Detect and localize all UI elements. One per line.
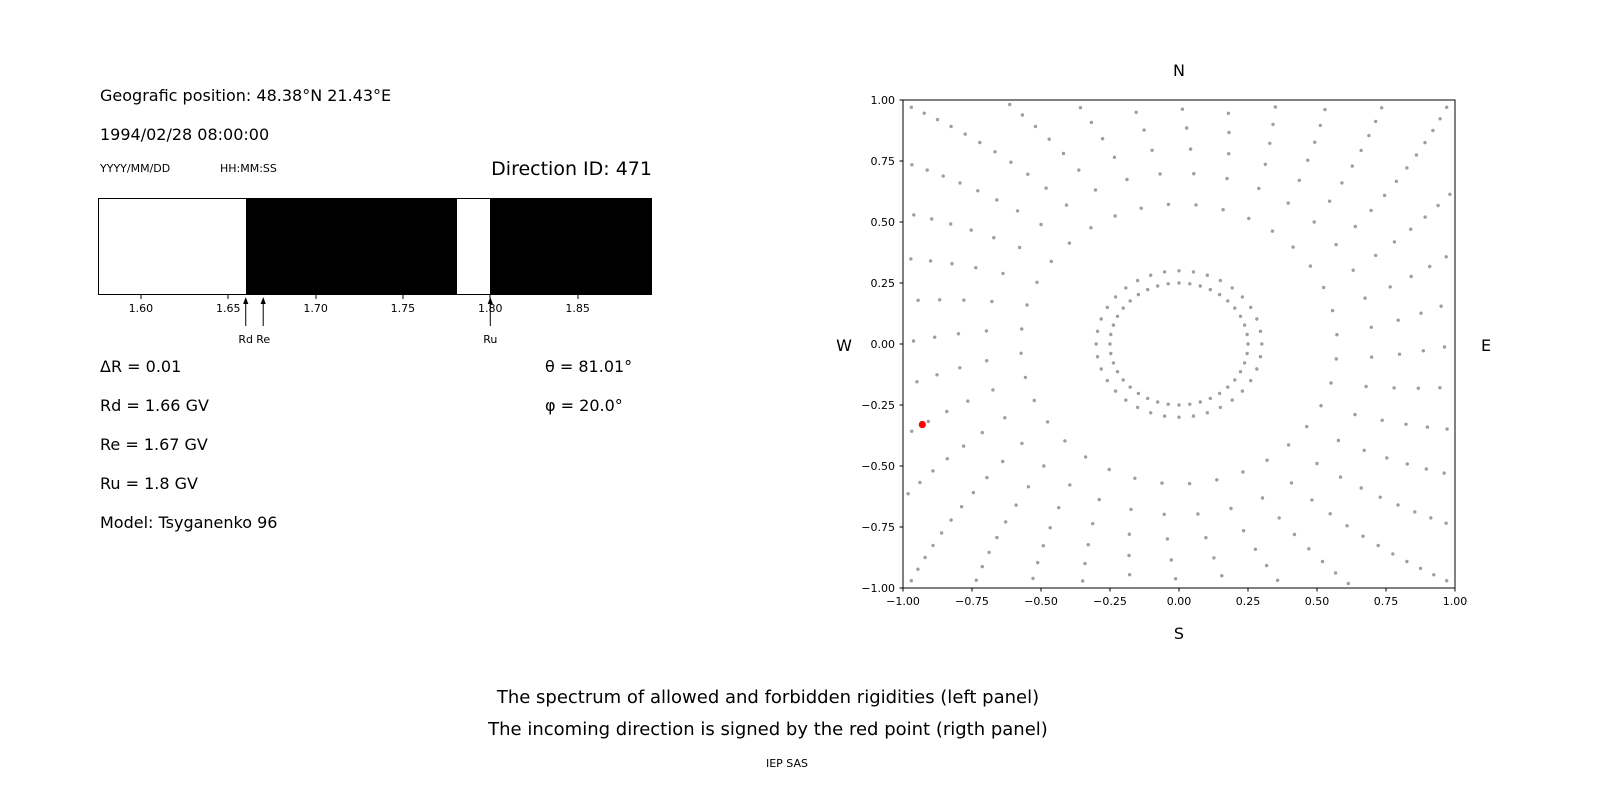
spectrum-x-tick-mark [315,295,317,299]
cardinal-west-label: W [836,336,852,355]
credit-label: IEP SAS [765,757,809,770]
geographic-position-label: Geografic position: 48.38°N 21.43°E [100,86,392,105]
x-tick-label: 1.00 [1443,595,1468,608]
direction-sample-dots [906,102,1452,586]
cardinal-south-label: S [1173,624,1185,643]
spectrum-x-tick-mark [140,295,142,299]
y-tick-label: 1.00 [871,94,896,107]
marker-arrowhead [260,297,266,304]
x-tick-label: −1.00 [886,595,920,608]
model-value: Model: Tsyganenko 96 [100,513,278,532]
spectrum-x-tick-mark [489,295,491,299]
x-tick-label: 0.50 [1305,595,1330,608]
x-tick-label: 0.75 [1374,595,1399,608]
y-tick-label: 0.00 [871,338,896,351]
caption-line-2: The incoming direction is signed by the … [488,719,1048,740]
spectrum-x-tick-label: 1.85 [565,302,590,315]
time-format-label: HH:MM:SS [220,162,277,175]
spectrum-x-tick-label: 1.65 [216,302,241,315]
x-tick-label: −0.75 [955,595,989,608]
y-tick-label: 0.25 [871,277,896,290]
cardinal-east-label: E [1480,336,1492,355]
marker-label: Rd [238,333,253,346]
y-tick-label: −1.00 [861,582,895,595]
datetime-label: 1994/02/28 08:00:00 [100,125,270,144]
marker-label: Re [256,333,270,346]
ru-value: Ru = 1.8 GV [100,474,198,493]
x-tick-label: −0.25 [1093,595,1127,608]
spectrum-x-tick-label: 1.70 [303,302,328,315]
y-tick-label: −0.75 [861,521,895,534]
rd-value: Rd = 1.66 GV [100,396,209,415]
cutoff-marker-annotations: Rd Re Ru [238,297,497,346]
date-format-label: YYYY/MM/DD [100,162,171,175]
spectrum-x-tick-mark [227,295,229,299]
re-value: Re = 1.67 GV [100,435,208,454]
forbidden-band [245,199,458,294]
forbidden-band [490,199,651,294]
rigidity-spectrum-bar [98,198,652,295]
spectrum-x-tick-label: 1.60 [128,302,154,315]
y-tick-label: −0.25 [861,399,895,412]
spectrum-x-tick-mark [577,295,579,299]
cardinal-north-label: N [1173,61,1185,80]
x-tick-label: 0.00 [1167,595,1192,608]
y-tick-label: 0.50 [871,216,896,229]
phi-value: φ = 20.0° [545,396,623,415]
x-tick-label: 0.25 [1236,595,1261,608]
caption-line-1: The spectrum of allowed and forbidden ri… [496,687,1040,708]
marker-arrowhead [487,297,493,304]
plot-border [902,99,1456,589]
spectrum-x-tick-label: 1.75 [390,302,416,315]
y-tick-label: −0.50 [861,460,895,473]
marker-label: Ru [483,333,497,346]
y-tick-label: 0.75 [871,155,896,168]
spectrum-x-tick-mark [402,295,404,299]
marker-arrowhead [243,297,249,304]
incoming-direction-plot: −1.00 −0.75 −0.50 −0.25 0.00 0.25 0.50 0.75 1.00… [861,94,1468,608]
delta-r-value: ΔR = 0.01 [100,357,182,376]
x-tick-label: −0.50 [1024,595,1058,608]
theta-value: θ = 81.01° [545,357,633,376]
direction-id-label: Direction ID: 471 [491,158,652,180]
incoming-direction-red-point [918,420,926,429]
